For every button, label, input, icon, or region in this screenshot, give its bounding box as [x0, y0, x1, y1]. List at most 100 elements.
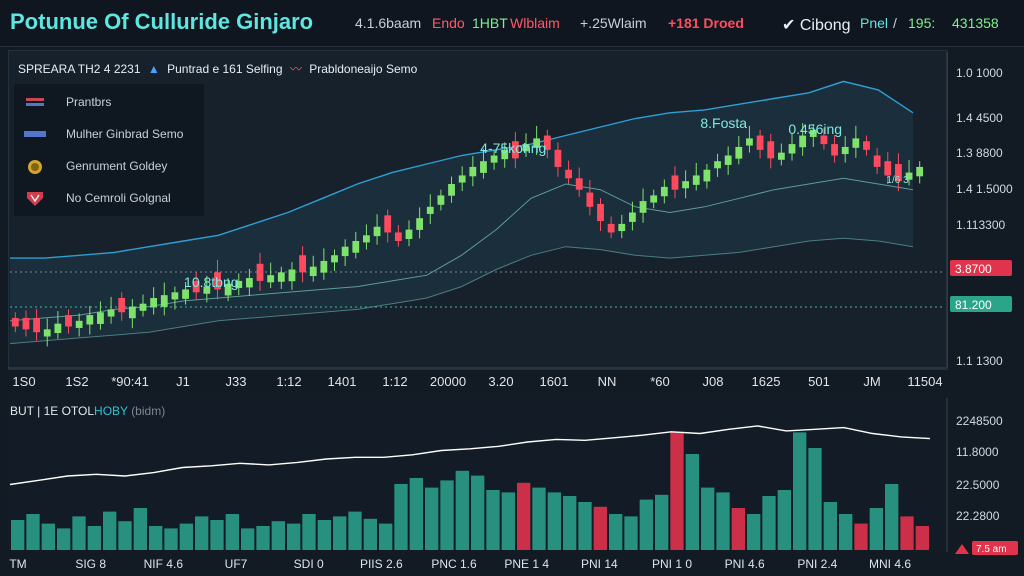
candle [597, 198, 604, 232]
candle [288, 262, 296, 290]
legend-item-1[interactable]: Mulher Ginbrad Semo [14, 124, 204, 146]
candle-body [139, 303, 147, 311]
candle [543, 129, 551, 159]
volume-bar [256, 526, 270, 550]
legend-label-0: Prantbrs [66, 95, 112, 109]
x-tick-label: *60 [650, 374, 670, 389]
volume-x-label: PNE 1 4 [504, 557, 549, 571]
annotations: 10.8tbng 4-75kohng 8.Fosta 0.456ing 1/6 3 [184, 115, 909, 290]
legend-item-3[interactable]: No Cemroli Golgnal [14, 188, 204, 210]
candle-body [682, 181, 690, 189]
volume-bar [547, 492, 561, 550]
right-item-2[interactable]: 195: [908, 15, 936, 31]
candle-body [565, 169, 572, 179]
legend-item-2[interactable]: Genrument Goldey [14, 156, 204, 178]
x-tick-label: NN [598, 374, 617, 389]
x-tick-label: 1S0 [12, 374, 35, 389]
candle [33, 308, 41, 341]
price-badge-bg [950, 296, 1012, 312]
candle [809, 124, 817, 147]
candle [586, 180, 594, 216]
price-badge: 3.8700 [955, 262, 992, 276]
ticker-0[interactable]: 4.1.6baam [355, 15, 422, 31]
candle-body [724, 155, 732, 165]
candle [682, 170, 690, 199]
candle [245, 268, 253, 297]
legend-item-0[interactable]: Prantbrs [14, 92, 204, 114]
candle-body [671, 175, 679, 190]
candle-body [469, 166, 477, 177]
candle [107, 296, 115, 324]
volume-bar [670, 432, 684, 550]
candle-body [692, 175, 700, 185]
x-tick-label: *90:41 [111, 374, 149, 389]
volume-area [8, 398, 946, 550]
candle [267, 262, 275, 289]
volume-y-label: 11.8000 [956, 445, 999, 459]
annotation-label: 10.8tbng [184, 274, 239, 290]
candle [214, 259, 221, 300]
indicator-label[interactable]: Puntrad e 161 Selfing [167, 62, 283, 76]
candle [735, 136, 743, 165]
candle-body [809, 129, 817, 137]
volume-bar [455, 470, 469, 550]
candle [54, 311, 62, 339]
ticker-2[interactable]: 1HBT [472, 15, 508, 31]
candle-body [352, 241, 360, 253]
price-label: 1.4 4500 [956, 111, 1003, 125]
volume-bar [900, 516, 914, 550]
candle-body [863, 141, 870, 150]
candle-body [703, 169, 711, 182]
candle [767, 133, 775, 169]
triangle-up-icon[interactable]: ▲ [147, 62, 160, 76]
volume-x-label: PNI 4.6 [725, 557, 765, 571]
candle [554, 142, 562, 177]
candle [256, 252, 264, 291]
candle-body [767, 141, 775, 159]
volume-badge: 7.5 am [976, 544, 1007, 555]
annotation-label: 8.Fosta [700, 115, 747, 131]
symbol-label[interactable]: SPREARA TH2 4 2231 [18, 62, 141, 76]
candle [75, 313, 83, 337]
volume-title: BUT | 1E OTOLHOBY (bidm) [10, 404, 165, 418]
ticker-1[interactable]: Endo [432, 15, 465, 31]
candle-body [501, 149, 509, 160]
candle [405, 220, 413, 247]
candle [426, 194, 434, 224]
candle-body [182, 289, 189, 299]
brand-label[interactable]: ✔ Cibong [782, 15, 851, 35]
candle [341, 239, 349, 267]
volume-bar [87, 526, 101, 550]
x-tick-label: 1601 [540, 374, 569, 389]
annotation-label: 1/6 3 [886, 175, 909, 186]
right-item-1: / [893, 15, 897, 31]
volume-bar [517, 482, 531, 550]
ticker-5[interactable]: +181 Droed [668, 15, 744, 31]
volume-bar [348, 511, 362, 550]
price-axis: 1.0 1000 1.4 4500 1.3 8800 1.4 1.5000 1.1133… [946, 52, 1013, 368]
candle [182, 282, 189, 305]
candle-body [660, 186, 668, 197]
candle-body [277, 272, 285, 282]
volume-bar [609, 514, 623, 550]
pulse-icon[interactable]: 〰 [289, 62, 302, 76]
candle-body [288, 269, 296, 282]
candle [863, 135, 870, 156]
volume-bar [869, 508, 883, 550]
volume-x-label: PNC 1.6 [431, 557, 477, 571]
ticker-3[interactable]: Wlblaim [510, 15, 560, 31]
candle [11, 312, 19, 333]
x-tick-label: 11504 [907, 374, 942, 389]
candle-body [788, 144, 796, 154]
candle-body [394, 232, 402, 241]
candle-body [884, 161, 892, 176]
right-item-3[interactable]: 431358 [952, 15, 999, 31]
coin-icon [24, 159, 46, 174]
band-fill [10, 81, 913, 344]
ticker-4[interactable]: +.25Wlaim [580, 15, 647, 31]
overlay-label[interactable]: Prabldoneaijo Semo [309, 62, 418, 76]
right-item-0[interactable]: Pnel [860, 15, 889, 31]
candles [11, 123, 924, 347]
candle-body [480, 161, 487, 173]
